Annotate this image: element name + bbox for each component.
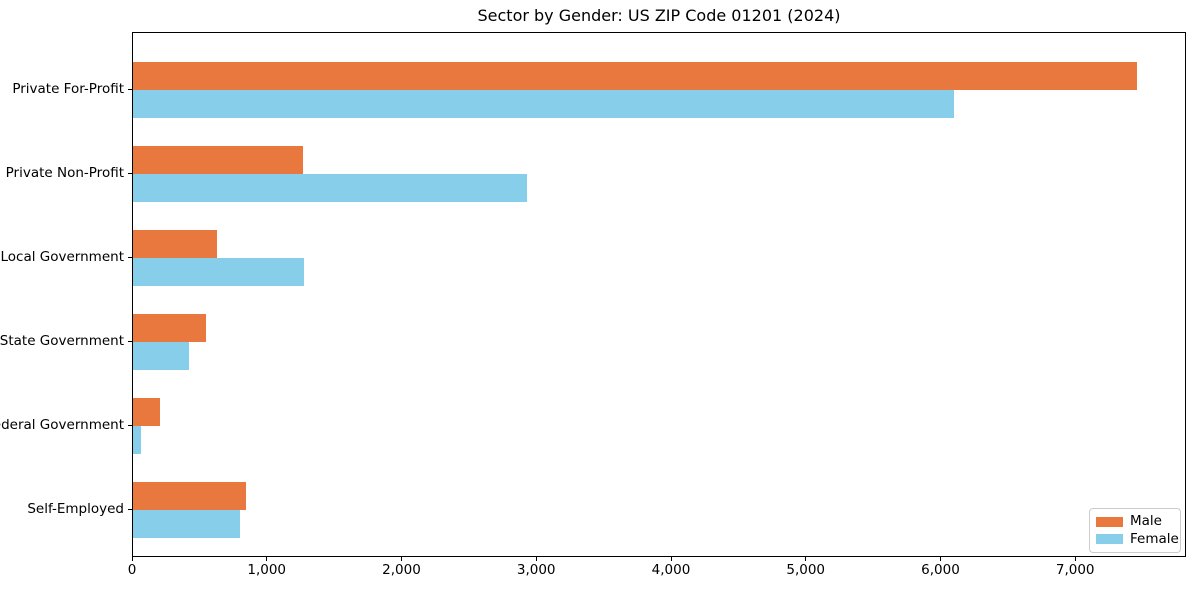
x-tick-mark: [1074, 557, 1076, 561]
bar-female-4: [133, 341, 189, 370]
x-tick-mark: [940, 557, 941, 561]
legend-item-male: Male: [1096, 513, 1174, 529]
bar-male-6: [133, 481, 247, 510]
y-tick-mark: [128, 256, 132, 258]
y-tick-mark: [128, 89, 132, 90]
legend-swatch-female: [1096, 534, 1123, 545]
bar-female-6: [133, 509, 240, 538]
bar-female-5: [133, 425, 142, 454]
y-tick-mark: [128, 340, 132, 342]
legend: Male Female: [1089, 508, 1181, 553]
chart-title: Sector by Gender: US ZIP Code 01201 (202…: [477, 6, 841, 25]
y-tick-mark: [128, 508, 132, 510]
y-tick-mark: [128, 424, 132, 426]
y-tick-label: Local Government: [0, 248, 124, 265]
x-tick-label: 6,000: [921, 562, 960, 578]
x-tick-mark: [266, 557, 268, 561]
x-tick-label: 4,000: [651, 562, 691, 578]
legend-label: Male: [1130, 513, 1162, 529]
x-tick-label: 5,000: [786, 562, 826, 578]
bar-female-3: [133, 257, 304, 286]
x-tick-mark: [131, 557, 133, 561]
x-tick-mark: [535, 557, 537, 561]
x-tick-label: 7,000: [1055, 562, 1095, 578]
x-tick-mark: [670, 557, 672, 561]
bar-male-3: [133, 229, 218, 258]
x-tick-label: 1,000: [247, 562, 287, 578]
y-tick-label: Federal Government: [0, 416, 124, 433]
bar-female-2: [133, 173, 528, 202]
x-tick-label: 3,000: [516, 562, 556, 578]
legend-label: Female: [1130, 530, 1179, 547]
x-tick-label: 0: [127, 562, 137, 578]
bar-male-1: [133, 62, 1137, 90]
x-tick-mark: [401, 557, 402, 561]
bar-male-2: [133, 145, 303, 174]
bar-male-5: [133, 397, 160, 426]
y-tick-label: State Government: [0, 332, 124, 349]
y-tick-label: Private For-Profit: [12, 81, 124, 97]
y-tick-label: Private Non-Profit: [5, 164, 124, 181]
plot-area: [132, 32, 1186, 557]
bar-female-1: [133, 90, 955, 118]
legend-swatch-male: [1096, 516, 1123, 527]
y-tick-mark: [128, 172, 132, 174]
x-tick-mark: [805, 557, 807, 561]
bar-male-4: [133, 313, 206, 342]
legend-item-female: Female: [1096, 532, 1179, 547]
y-tick-label: Self-Employed: [27, 500, 124, 517]
x-tick-label: 2,000: [382, 562, 421, 578]
